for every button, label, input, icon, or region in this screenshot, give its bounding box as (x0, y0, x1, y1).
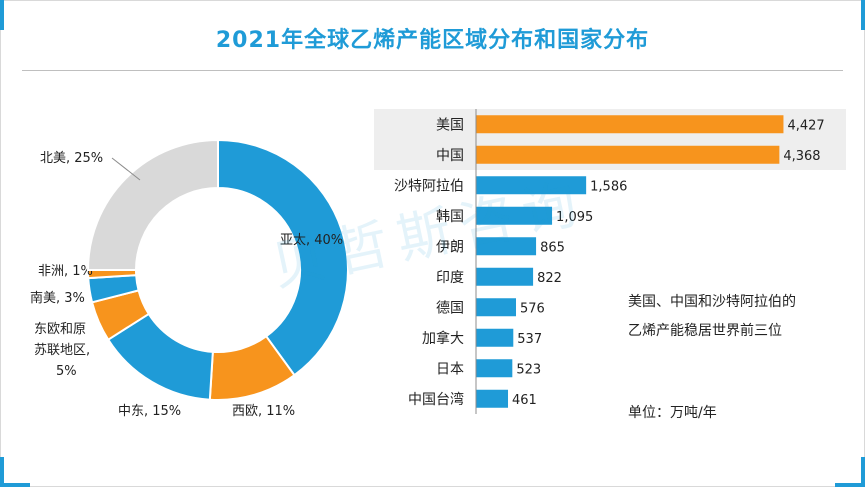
leader-line-north-america (111, 157, 141, 181)
corner-bottom-right (861, 457, 865, 487)
bar-10 (476, 389, 509, 408)
corner-bottom-left (0, 457, 4, 487)
slice-label-1: 亚太, 40% (280, 233, 343, 248)
category-label-9: 日本 (436, 361, 464, 377)
unit-label: 单位：万吨/年 (628, 405, 717, 421)
donut-slice-7 (86, 138, 219, 271)
corner-bottom-right-h (835, 483, 865, 487)
bar-6 (476, 267, 534, 286)
value-label-10: 461 (512, 393, 537, 408)
value-label-6: 822 (537, 271, 562, 286)
value-label-2: 4,368 (783, 149, 820, 164)
slice-label-4-line1: 东欧和原 (34, 322, 86, 337)
bar-9 (476, 359, 513, 378)
category-label-8: 加拿大 (422, 330, 464, 347)
bar-5 (476, 237, 537, 256)
value-label-3: 1,586 (590, 179, 627, 194)
value-label-8: 537 (517, 332, 542, 347)
bar-4 (476, 206, 553, 225)
bar-7 (476, 298, 517, 317)
slice-label-4-line3: 5% (56, 364, 77, 379)
value-label-7: 576 (520, 301, 545, 316)
slice-label-7: 北美, 25% (40, 151, 103, 166)
donut-slice-1 (217, 138, 349, 377)
corner-bottom-left-h (0, 483, 30, 487)
slice-label-4-line2: 苏联地区, (34, 342, 90, 358)
chart-title: 2021年全球乙烯产能区域分布和国家分布 (215, 28, 650, 53)
category-label-2: 中国 (436, 148, 464, 164)
bar-8 (476, 328, 514, 347)
value-label-5: 865 (540, 240, 565, 255)
corner-top-left (0, 0, 4, 30)
slice-label-6: 非洲, 1% (38, 264, 93, 279)
slice-label-5: 南美, 3% (30, 290, 85, 306)
bar-2 (476, 145, 780, 164)
value-label-4: 1,095 (556, 210, 593, 225)
title-divider (22, 70, 843, 71)
slice-label-3: 中东, 15% (118, 404, 181, 419)
category-label-1: 美国 (436, 117, 464, 133)
category-label-6: 印度 (436, 270, 464, 286)
category-label-10: 中国台湾 (408, 391, 464, 408)
value-label-9: 523 (516, 362, 541, 377)
category-label-3: 沙特阿拉伯 (394, 178, 464, 194)
value-label-1: 4,427 (787, 118, 824, 133)
category-label-4: 韩国 (436, 209, 464, 225)
slice-label-2: 西欧, 11% (232, 404, 295, 419)
category-label-7: 德国 (436, 300, 464, 316)
annotation-note: 美国、中国和沙特阿拉伯的乙烯产能稳居世界前三位 (628, 294, 796, 339)
corner-top-right (861, 0, 865, 30)
bar-3 (476, 176, 587, 195)
bar-1 (476, 115, 784, 134)
category-label-5: 伊朗 (436, 239, 464, 255)
